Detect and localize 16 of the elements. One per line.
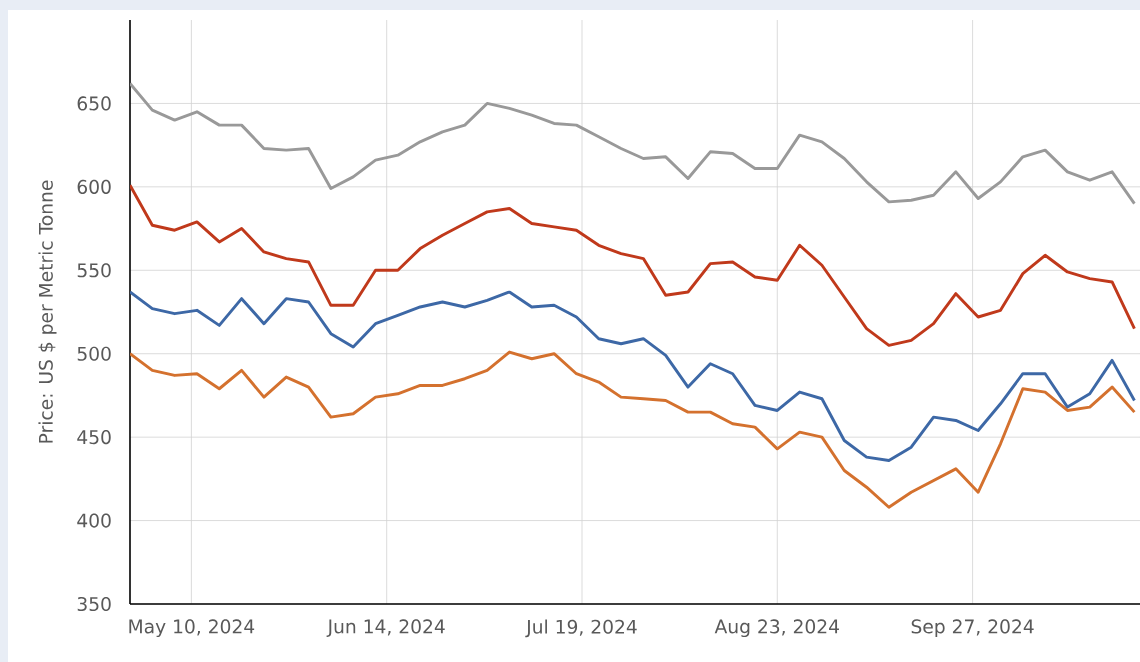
y-tick-label: 550 [77,263,111,278]
x-tick-label: Aug 23, 2024 [714,619,839,638]
line-series [130,290,1136,462]
y-tick-label: 350 [77,596,111,612]
line-series [130,81,1136,206]
x-tick-label: Sep 27, 2024 [911,619,1034,638]
x-tick-label: May 10, 2024 [129,619,255,638]
y-axis-title: Price: US $ per Metric Tonne [38,180,57,443]
y-tick-label: 400 [77,513,111,528]
x-tick-label: Jul 19, 2024 [525,619,637,638]
x-tick-label: Jun 14, 2024 [326,619,445,637]
y-tick-label: 450 [77,430,111,445]
y-tick-label: 500 [77,346,111,361]
line-series [130,183,1136,347]
y-tick-label: 600 [77,179,111,194]
y-tick-label: 650 [77,96,111,111]
